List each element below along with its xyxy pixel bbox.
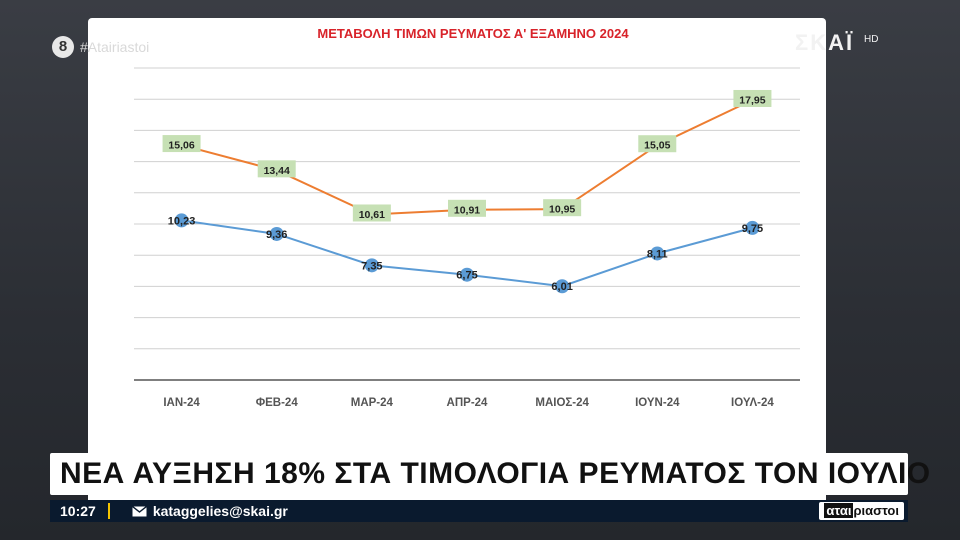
data-label-box bbox=[638, 135, 677, 153]
data-label: 8,11 bbox=[647, 248, 668, 260]
series-line bbox=[181, 99, 753, 216]
x-tick-label: ΜΑΙΟΣ-24 bbox=[535, 397, 589, 409]
data-label: 6,75 bbox=[456, 270, 477, 282]
data-label: 9,75 bbox=[742, 223, 763, 235]
data-point bbox=[364, 258, 379, 273]
data-point bbox=[650, 246, 665, 261]
x-tick-label: ΜΑΡ-24 bbox=[351, 397, 394, 409]
contact-email: kataggelies@skai.gr bbox=[152, 503, 288, 519]
channel-logo-hd: HD bbox=[864, 34, 879, 45]
data-label: 9,36 bbox=[266, 229, 287, 241]
chart-card bbox=[88, 18, 826, 518]
data-label: 15,06 bbox=[168, 140, 194, 152]
channel-badge: 8 #Atairiastoi bbox=[52, 36, 149, 58]
data-label-box bbox=[448, 199, 486, 217]
data-label: 6,01 bbox=[551, 281, 572, 293]
show-logo-part-a: αται bbox=[824, 503, 854, 518]
data-label: 10,61 bbox=[359, 209, 385, 221]
hashtag-text: #Atairiastoi bbox=[80, 39, 150, 55]
data-label-box bbox=[733, 89, 772, 107]
x-tick-label: ΙΑΝ-24 bbox=[163, 397, 200, 409]
data-point bbox=[745, 220, 760, 235]
data-label: 7,35 bbox=[361, 260, 382, 272]
series-lower: 10,23 9,36 7,35 6,75 6,01 8,11 9,75 bbox=[168, 213, 763, 294]
show-logo: αται ριαστοι bbox=[819, 502, 904, 520]
headline-bar: ΝΕΑ ΑΥΞΗΣΗ 18% ΣΤΑ ΤΙΜΟΛΟΓΙΑ ΡΕΥΜΑΤΟΣ ΤΟ… bbox=[50, 453, 930, 495]
channel-logo: ΣΚΑΪ bbox=[795, 30, 855, 55]
data-label-box bbox=[162, 135, 201, 153]
x-tick-label: ΦΕΒ-24 bbox=[256, 397, 299, 409]
data-label: 10,95 bbox=[549, 204, 575, 216]
data-label: 13,44 bbox=[264, 165, 290, 177]
channel-number-badge: 8 bbox=[52, 36, 74, 58]
data-label: 17,95 bbox=[739, 94, 765, 106]
data-label-box bbox=[352, 204, 391, 222]
data-label-box bbox=[543, 199, 582, 217]
x-axis-labels: ΙΑΝ-24 ΦΕΒ-24 ΜΑΡ-24 ΑΠΡ-24 ΜΑΙΟΣ-24 ΙΟΥΝ-24 Ι… bbox=[163, 397, 774, 409]
x-tick-label: ΑΠΡ-24 bbox=[447, 397, 489, 409]
line-chart: ΜΕΤΑΒΟΛΗ ΤΙΜΩΝ ΡΕΥΜΑΤΟΣ Α' ΕΞΑΜΗΝΟ 2024 … bbox=[134, 26, 800, 409]
grid-lines bbox=[134, 67, 800, 381]
show-logo-part-b: ριαστοι bbox=[853, 503, 899, 518]
x-tick-label: ΙΟΥΝ-24 bbox=[635, 397, 680, 409]
data-label-box bbox=[257, 160, 296, 178]
ticker-bar: 10:27 kataggelies@skai.gr αται ριαστοι bbox=[50, 500, 908, 522]
data-point bbox=[555, 279, 570, 294]
data-point bbox=[460, 267, 474, 282]
series-upper: 15,06 13,44 10,61 10,91 10,95 15,05 17,95 bbox=[162, 89, 772, 222]
clock-time: 10:27 bbox=[50, 503, 110, 519]
news-headline: ΝΕΑ ΑΥΞΗΣΗ 18% ΣΤΑ ΤΙΜΟΛΟΓΙΑ ΡΕΥΜΑΤΟΣ ΤΟ… bbox=[60, 457, 931, 490]
data-label: 10,91 bbox=[454, 204, 480, 216]
data-point bbox=[174, 213, 189, 228]
chart-title: ΜΕΤΑΒΟΛΗ ΤΙΜΩΝ ΡΕΥΜΑΤΟΣ Α' ΕΞΑΜΗΝΟ 2024 bbox=[317, 26, 629, 41]
data-label: 15,05 bbox=[644, 140, 670, 152]
x-tick-label: ΙΟΥΛ-24 bbox=[731, 397, 774, 409]
mail-icon bbox=[131, 505, 147, 516]
series-layer: 15,06 13,44 10,61 10,91 10,95 15,05 17,95 10,23… bbox=[162, 89, 772, 294]
data-label: 10,23 bbox=[168, 215, 196, 227]
data-point bbox=[269, 226, 284, 241]
